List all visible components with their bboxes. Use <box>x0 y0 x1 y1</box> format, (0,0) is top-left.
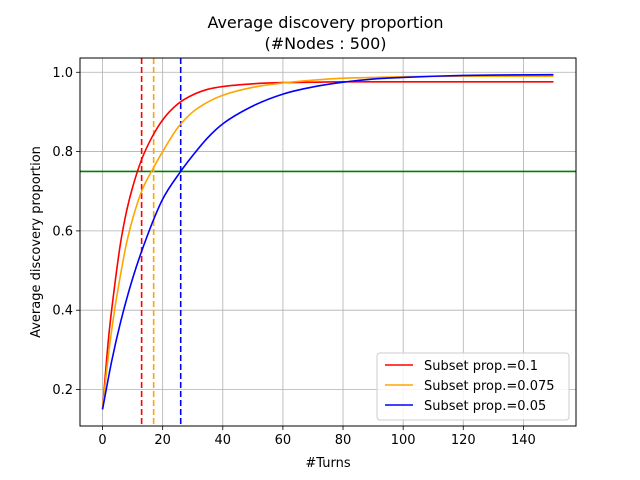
x-tick-label: 20 <box>154 433 171 448</box>
y-axis-label: Average discovery proportion <box>29 146 44 338</box>
legend-label: Subset prop.=0.05 <box>424 399 546 414</box>
y-tick-label: 0.4 <box>52 304 73 319</box>
x-tick-label: 80 <box>335 433 352 448</box>
plot-lines <box>80 58 576 426</box>
x-tick-label: 140 <box>511 433 536 448</box>
y-tick-label: 0.6 <box>52 224 73 239</box>
plot-frame <box>79 57 577 427</box>
x-axis-label: #Turns <box>305 456 350 471</box>
legend-label: Subset prop.=0.075 <box>424 379 555 394</box>
y-tick-label: 0.2 <box>52 383 73 398</box>
legend: Subset prop.=0.1 Subset prop.=0.075 Subset… <box>376 352 570 421</box>
chart-subtitle: (#Nodes : 500) <box>264 34 386 53</box>
legend-box <box>376 352 570 421</box>
x-tick-label: 100 <box>391 433 416 448</box>
grid <box>80 58 576 426</box>
legend-label: Subset prop.=0.1 <box>424 359 538 374</box>
axes-ticks: 0 20 40 60 80 100 120 140 0.2 0.4 0.6 0.8 1.0 <box>52 66 535 448</box>
chart-title: Average discovery proportion <box>207 13 443 32</box>
x-tick-label: 0 <box>98 433 106 448</box>
series-line <box>101 75 554 410</box>
x-tick-label: 60 <box>275 433 292 448</box>
series-line <box>101 73 554 410</box>
y-tick-label: 1.0 <box>52 66 73 81</box>
x-tick-label: 120 <box>451 433 476 448</box>
x-tick-label: 40 <box>215 433 232 448</box>
y-tick-label: 0.8 <box>52 145 73 160</box>
